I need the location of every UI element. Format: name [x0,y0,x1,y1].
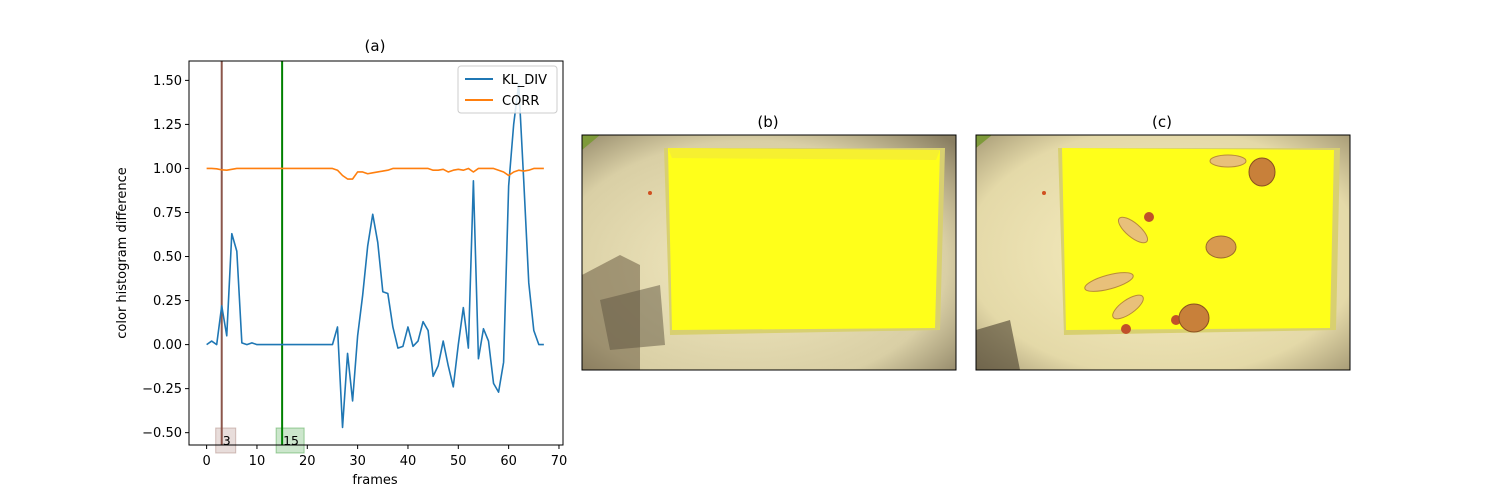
image-frame-c [975,134,1351,371]
image-title-b: (b) [757,113,778,131]
x-tick-label: 40 [400,454,417,469]
y-tick-label: −0.25 [142,382,182,397]
x-tick-label: 30 [349,454,366,469]
plot-frame [188,60,564,446]
vline-label-15: 15 [283,433,299,448]
y-axis-label: color histogram difference [115,167,130,338]
legend-label-kl-div: KL_DIV [502,73,547,88]
x-tick-label: 50 [450,454,467,469]
x-axis-ticks: 0 10 20 30 40 50 60 70 [202,445,567,469]
image-title-c: (c) [1152,113,1172,131]
x-tick-label: 60 [500,454,517,469]
plot-area [206,61,544,445]
y-tick-label: 0.50 [153,250,182,265]
image-panel-b: (b) [581,113,957,371]
legend-label-corr: CORR [502,94,539,109]
y-tick-label: 1.50 [153,74,182,89]
series-line-corr [206,167,544,180]
photo-empty-tray [582,135,956,370]
x-tick-label: 0 [202,454,210,469]
y-tick-label: 1.00 [153,162,182,177]
y-tick-label: −0.50 [142,426,182,441]
image-panel-c: (c) [975,113,1351,371]
y-tick-label: 0.75 [153,206,182,221]
vline-label-box-3 [215,427,237,454]
series-line-kl-div [206,83,544,429]
x-axis-label: frames [352,473,398,488]
marker-boxes: 3 15 [215,427,305,454]
legend: KL_DIV CORR [457,65,558,114]
vline-label-3: 3 [223,433,231,448]
x-tick-label: 20 [299,454,316,469]
chart-panel-a: (a) 3 15 0 10 20 30 40 50 60 70 −0.50 −0.25 0.00 0.… [115,37,567,488]
x-tick-label: 10 [249,454,266,469]
y-tick-label: 1.25 [153,118,182,133]
y-tick-label: 0.00 [153,338,182,353]
nuts [1084,154,1276,334]
vertical-markers [220,61,284,445]
x-tick-label: 70 [551,454,568,469]
y-axis-ticks: −0.50 −0.25 0.00 0.25 0.50 0.75 1.00 1.25 1.50 [142,74,189,441]
photo-tray-with-nuts [976,135,1350,370]
image-frame-b [581,134,957,371]
vline-label-box-15 [275,427,305,454]
y-tick-label: 0.25 [153,294,182,309]
series-lines [206,83,544,429]
legend-box [457,65,558,114]
chart-title: (a) [365,37,386,55]
